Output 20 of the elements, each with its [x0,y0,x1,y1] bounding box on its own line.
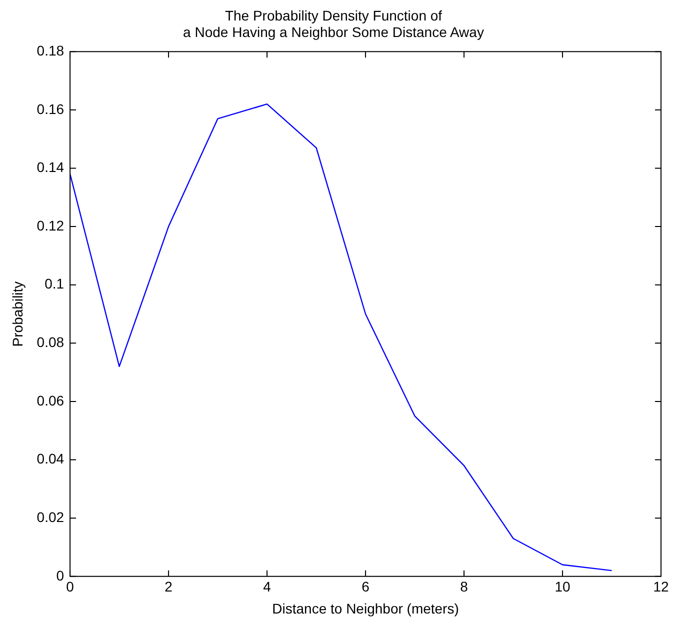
y-tick-label: 0 [56,567,64,584]
y-tick-label: 0.02 [36,508,64,525]
x-tick-label: 12 [653,578,669,595]
x-tick-label: 0 [66,578,74,595]
x-tick-label: 6 [362,578,370,595]
y-tick-label: 0.1 [44,276,64,292]
x-axis-title: Distance to Neighbor (meters) [272,600,459,616]
chart-title: The Probability Density Function of a Node Having a Neighbor Some Distance Away [183,7,484,40]
y-tick-label: 0.06 [36,392,64,408]
y-tick-label: 0.14 [36,159,64,176]
y-tick-label: 0.18 [36,42,64,58]
x-tick-label: 2 [164,578,173,595]
y-axis-title: Probability [9,281,26,347]
x-tick-label: 4 [263,578,272,595]
y-tick-label: 0.04 [36,450,64,467]
y-tick-label: 0.12 [36,217,64,234]
x-tick-label: 10 [554,578,571,595]
x-tick-label: 8 [460,578,468,595]
y-tick-label: 0.16 [36,100,64,117]
y-tick-label: 0.08 [36,334,64,350]
